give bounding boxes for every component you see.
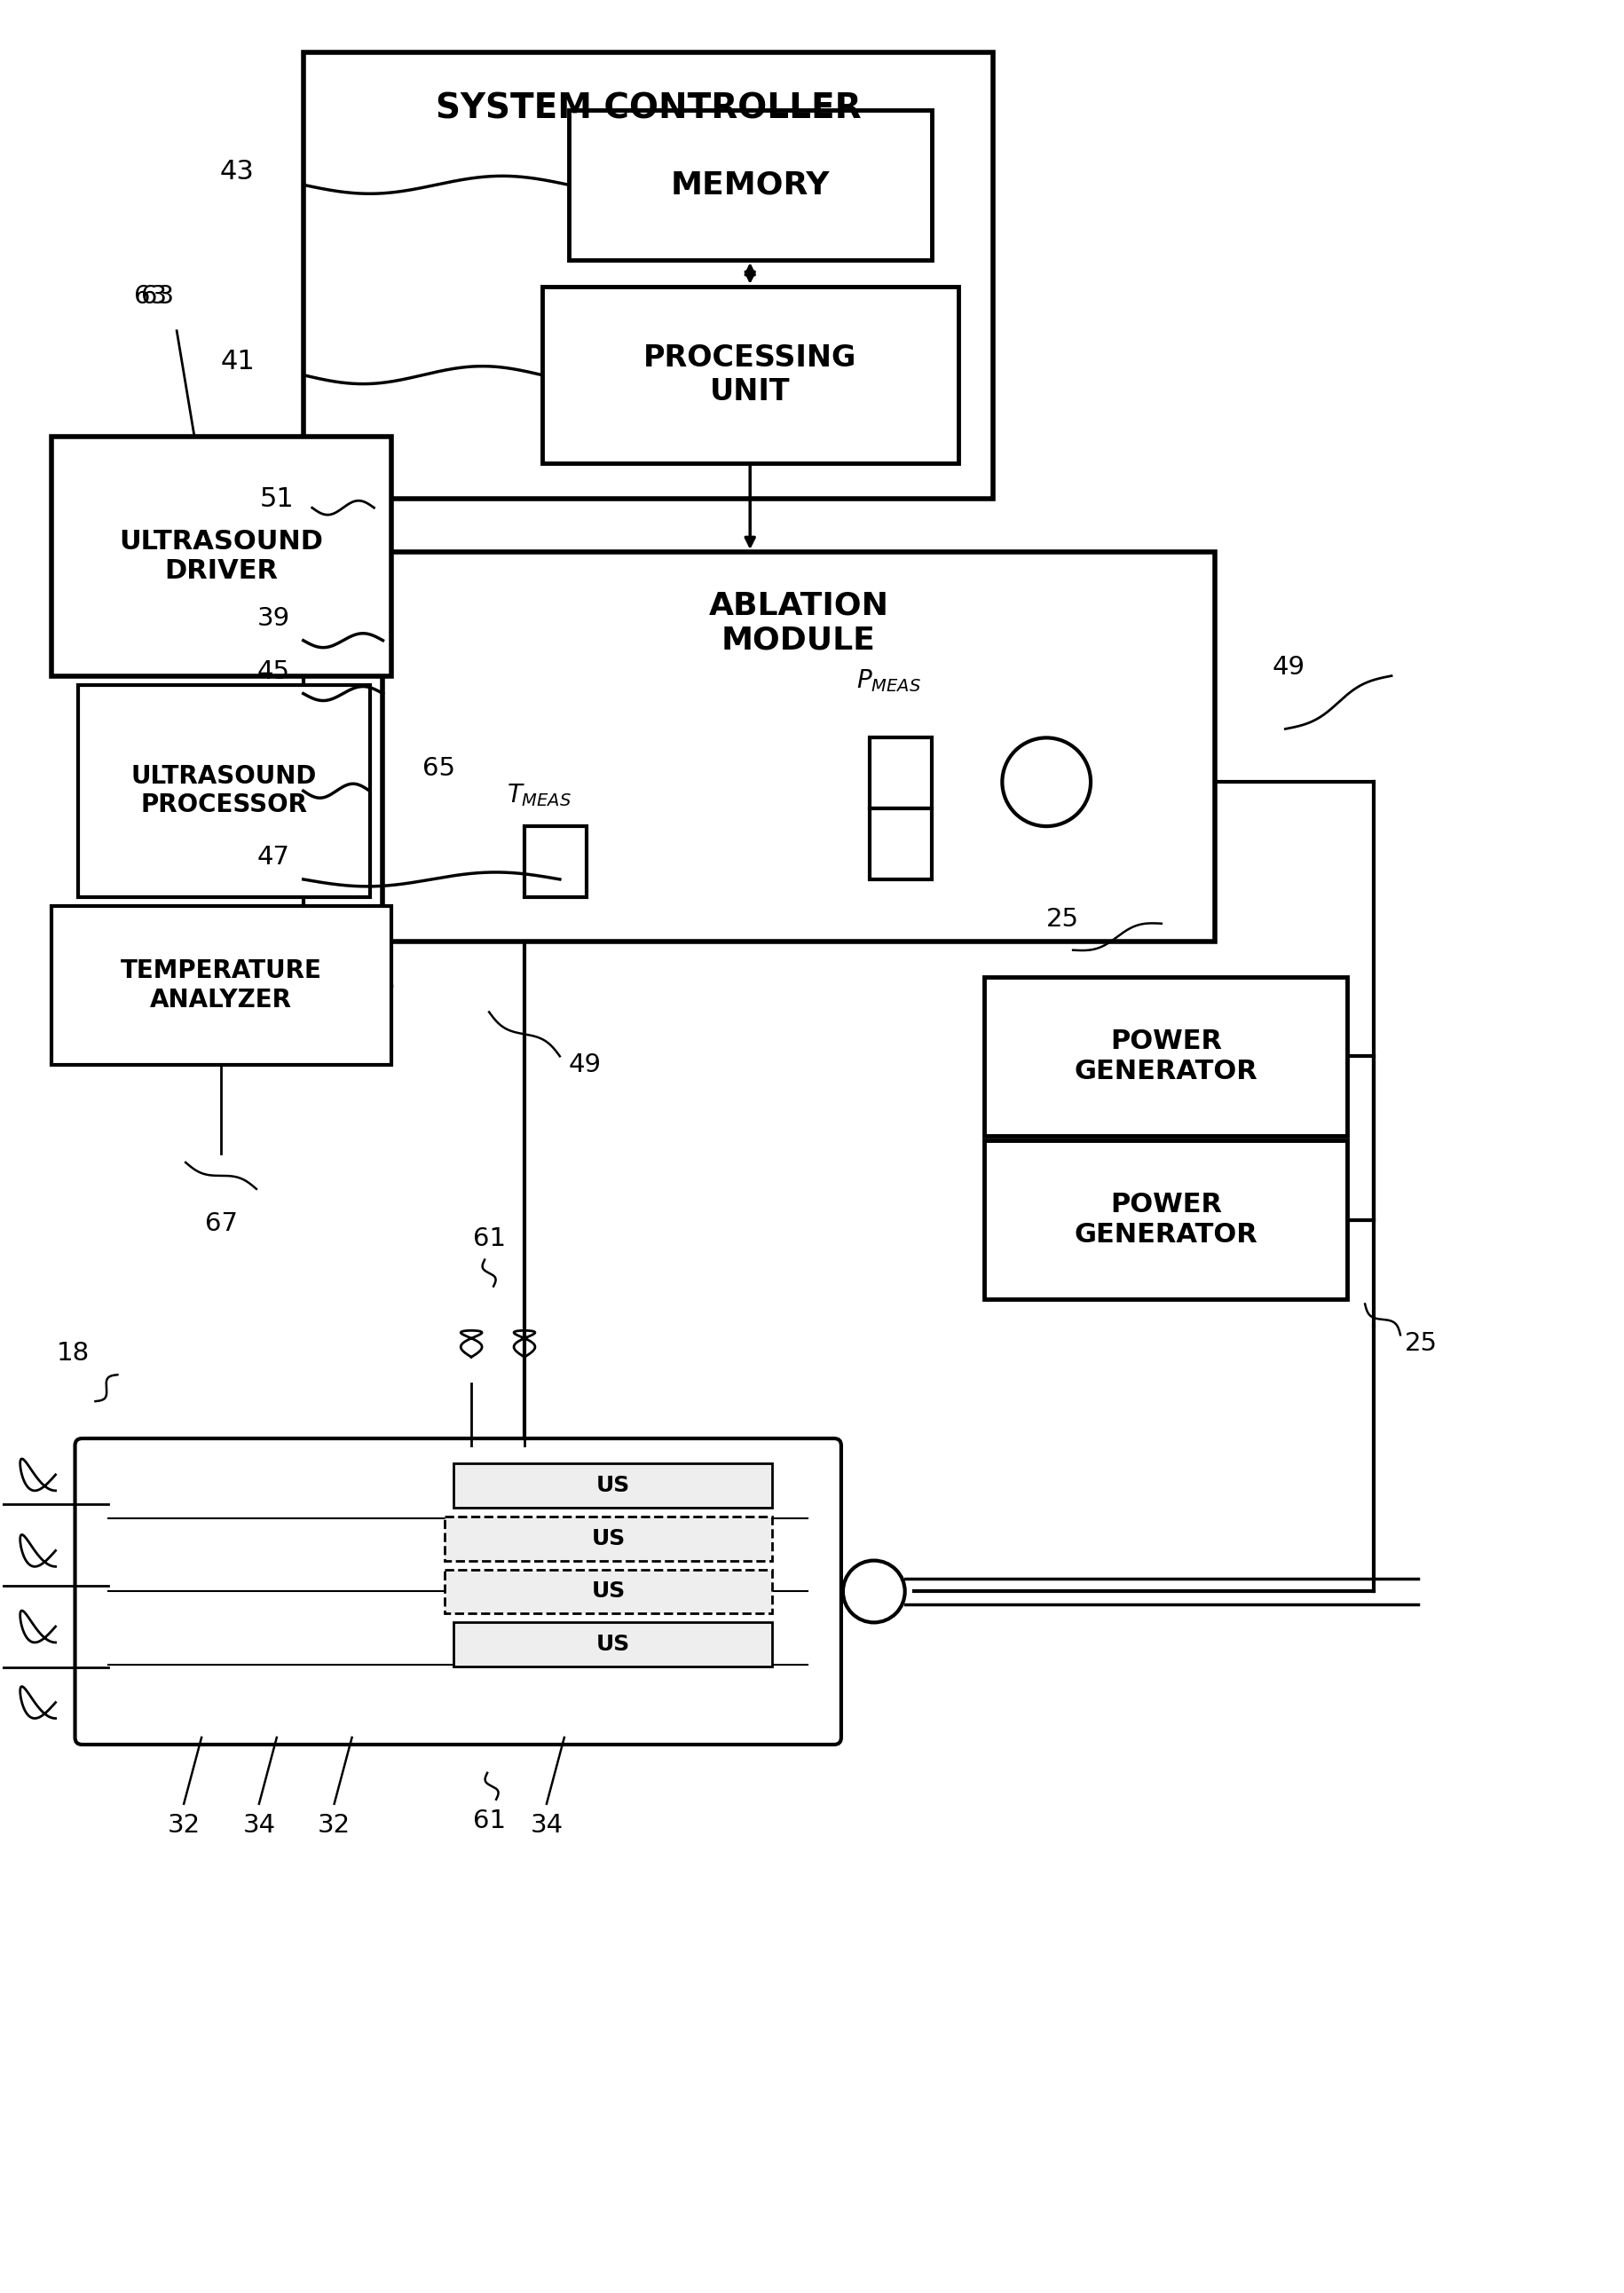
Text: US: US xyxy=(596,1635,630,1656)
Circle shape xyxy=(1002,738,1090,825)
Text: US: US xyxy=(591,1527,625,1550)
Text: 67: 67 xyxy=(205,1211,237,1236)
Bar xyxy=(445,1568,771,1614)
Text: 63: 63 xyxy=(133,284,167,310)
Bar xyxy=(453,1623,771,1667)
Text: $\mathit{P}_{MEAS}$: $\mathit{P}_{MEAS}$ xyxy=(856,667,921,692)
Bar xyxy=(453,1463,771,1507)
Text: 43: 43 xyxy=(219,158,255,183)
Bar xyxy=(383,553,1213,940)
Text: 18: 18 xyxy=(57,1341,89,1367)
Text: 63: 63 xyxy=(141,284,174,310)
Bar xyxy=(78,686,369,897)
Text: 34: 34 xyxy=(529,1814,564,1837)
Text: $\mathit{T}_{MEAS}$: $\mathit{T}_{MEAS}$ xyxy=(507,782,572,809)
Bar xyxy=(568,110,931,259)
Text: TEMPERATURE
ANALYZER: TEMPERATURE ANALYZER xyxy=(120,958,322,1011)
Text: 32: 32 xyxy=(167,1814,200,1837)
Text: POWER
GENERATOR: POWER GENERATOR xyxy=(1073,1192,1257,1247)
Text: PROCESSING
UNIT: PROCESSING UNIT xyxy=(643,344,856,406)
Text: 47: 47 xyxy=(257,844,289,869)
Bar xyxy=(50,906,391,1066)
Text: 49: 49 xyxy=(568,1052,601,1078)
Text: MEMORY: MEMORY xyxy=(671,170,830,199)
Text: POWER
GENERATOR: POWER GENERATOR xyxy=(1073,1030,1257,1085)
FancyBboxPatch shape xyxy=(75,1438,841,1745)
Text: 41: 41 xyxy=(221,349,255,374)
Bar xyxy=(869,738,931,809)
Text: 61: 61 xyxy=(473,1227,505,1252)
Text: 65: 65 xyxy=(422,757,455,782)
Bar xyxy=(304,53,992,500)
Text: 61: 61 xyxy=(473,1809,505,1832)
Bar xyxy=(525,825,586,897)
Circle shape xyxy=(843,1562,905,1623)
Bar xyxy=(542,287,958,463)
Text: 25: 25 xyxy=(1046,906,1078,931)
Text: ABLATION
MODULE: ABLATION MODULE xyxy=(708,589,888,656)
Text: 34: 34 xyxy=(242,1814,276,1837)
Text: 51: 51 xyxy=(260,486,294,511)
Text: US: US xyxy=(596,1474,630,1495)
Text: 32: 32 xyxy=(318,1814,351,1837)
Text: US: US xyxy=(591,1580,625,1603)
Text: SYSTEM CONTROLLER: SYSTEM CONTROLLER xyxy=(435,92,861,126)
Bar xyxy=(984,1140,1346,1300)
Text: 39: 39 xyxy=(257,605,289,631)
Bar xyxy=(984,977,1346,1135)
Text: ULTRASOUND
DRIVER: ULTRASOUND DRIVER xyxy=(119,530,323,585)
Text: 45: 45 xyxy=(257,658,289,683)
Bar xyxy=(50,438,391,676)
Text: ULTRASOUND
PROCESSOR: ULTRASOUND PROCESSOR xyxy=(130,764,317,819)
Bar xyxy=(445,1516,771,1562)
Bar xyxy=(869,809,931,878)
Text: 49: 49 xyxy=(1272,654,1304,679)
Text: 25: 25 xyxy=(1405,1332,1437,1355)
